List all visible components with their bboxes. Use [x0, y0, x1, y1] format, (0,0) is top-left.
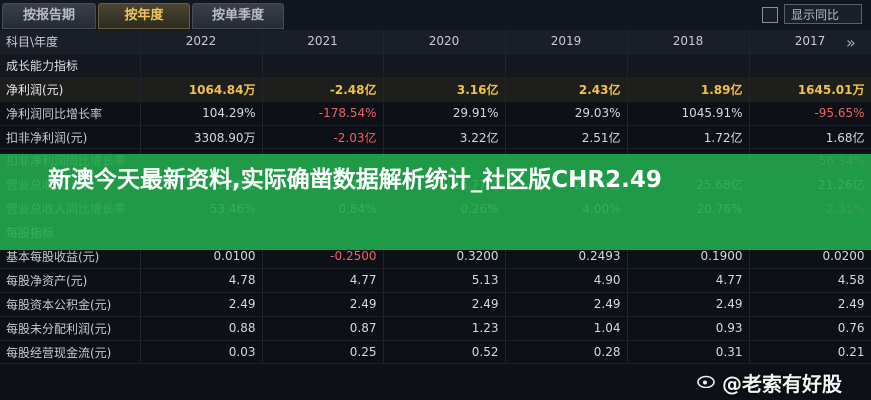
row-label: 每股净资产(元)	[0, 268, 141, 293]
weibo-icon	[697, 375, 715, 388]
table-cell: 29.91%	[383, 101, 506, 126]
table-cell: 0.25	[262, 340, 384, 365]
row-label: 每股资本公积金(元)	[0, 292, 141, 317]
table-cell	[505, 53, 628, 78]
table-row: 每股经营现金流(元) 0.03 0.25 0.52 0.28 0.31 0.21	[0, 340, 871, 365]
table-cell: 3.16亿	[383, 77, 506, 102]
table-cell: 3308.90万	[140, 125, 263, 150]
row-label: 扣非净利润(元)	[0, 125, 141, 150]
table-cell: 1.89亿	[627, 77, 750, 102]
show-yoy-checkbox[interactable]	[762, 7, 778, 23]
header-year: 2018	[627, 30, 750, 54]
table-cell: 2.49	[749, 292, 871, 317]
table-cell	[383, 53, 506, 78]
table-cell: 0.28	[505, 340, 628, 365]
table-cell: 2.51亿	[505, 125, 628, 150]
header-year: 2022	[140, 30, 263, 54]
table-row: 每股资本公积金(元) 2.49 2.49 2.49 2.49 2.49 2.49	[0, 292, 871, 317]
table-cell: 1.68亿	[749, 125, 871, 150]
row-label: 净利润(元)	[0, 77, 141, 102]
tab-by-quarter[interactable]: 按单季度	[192, 3, 284, 29]
table-cell: 29.03%	[505, 101, 628, 126]
table-cell: 0.31	[627, 340, 750, 365]
table-cell: 2.49	[262, 292, 384, 317]
row-label: 净利润同比增长率	[0, 101, 141, 126]
table-cell: 4.77	[627, 268, 750, 293]
table-cell: 0.21	[749, 340, 871, 365]
table-cell: 0.87	[262, 316, 384, 341]
banner-title: 新澳今天最新资料,实际确凿数据解析统计_社区版CHR2.49	[48, 167, 662, 193]
table-cell: 5.13	[383, 268, 506, 293]
table-cell: 4.90	[505, 268, 628, 293]
table-cell: 4.58	[749, 268, 871, 293]
table-cell: 2.49	[140, 292, 263, 317]
table-cell: 2.49	[627, 292, 750, 317]
table-row: 每股未分配利润(元) 0.88 0.87 1.23 1.04 0.93 0.76	[0, 316, 871, 341]
tab-by-year[interactable]: 按年度	[98, 3, 190, 29]
row-label: 成长能力指标	[0, 53, 141, 78]
table-header: 科目\年度 2022 2021 2020 2019 2018 2017	[0, 30, 871, 54]
header-label: 科目\年度	[0, 30, 141, 54]
show-yoy-label[interactable]: 显示同比	[784, 4, 862, 24]
header-year: 2021	[262, 30, 384, 54]
watermark: @老索有好股	[722, 372, 842, 396]
table-cell: 1064.84万	[140, 77, 263, 102]
table-row: 每股净资产(元) 4.78 4.77 5.13 4.90 4.77 4.58	[0, 268, 871, 293]
table-cell: 1.04	[505, 316, 628, 341]
chevron-right-icon[interactable]: »	[846, 33, 856, 52]
table-cell	[262, 53, 384, 78]
header-year: 2019	[505, 30, 628, 54]
table-cell: 0.52	[383, 340, 506, 365]
table-cell: 4.78	[140, 268, 263, 293]
table-cell: 0.03	[140, 340, 263, 365]
table-cell: 0.76	[749, 316, 871, 341]
header-year: 2020	[383, 30, 506, 54]
table-cell: 4.77	[262, 268, 384, 293]
table-cell	[749, 53, 871, 78]
row-label: 每股未分配利润(元)	[0, 316, 141, 341]
table-cell: 0.88	[140, 316, 263, 341]
table-cell: 2.49	[505, 292, 628, 317]
table-cell: 2.43亿	[505, 77, 628, 102]
table-cell: 1645.01万	[749, 77, 871, 102]
table-row: 净利润同比增长率 104.29% -178.54% 29.91% 29.03% 1045.…	[0, 101, 871, 126]
tab-bar: 按报告期 按年度 按单季度 显示同比	[0, 0, 871, 30]
table-cell: -178.54%	[262, 101, 384, 126]
table-cell: 1.72亿	[627, 125, 750, 150]
table-cell: 104.29%	[140, 101, 263, 126]
table-cell: -95.65%	[749, 101, 871, 126]
table-cell	[140, 53, 263, 78]
table-cell: -2.48亿	[262, 77, 384, 102]
table-cell: 1045.91%	[627, 101, 750, 126]
table-row: 净利润(元) 1064.84万 -2.48亿 3.16亿 2.43亿 1.89亿 1645.…	[0, 77, 871, 102]
row-label: 每股经营现金流(元)	[0, 340, 141, 365]
table-cell: -2.03亿	[262, 125, 384, 150]
table-cell	[627, 53, 750, 78]
tab-by-report-period[interactable]: 按报告期	[2, 3, 96, 29]
table-row: 扣非净利润(元) 3308.90万 -2.03亿 3.22亿 2.51亿 1.72亿 1.6…	[0, 125, 871, 150]
header-year: 2017	[749, 30, 871, 54]
table-cell: 2.49	[383, 292, 506, 317]
overlay-banner	[0, 154, 871, 250]
table-cell: 3.22亿	[383, 125, 506, 150]
section-row: 成长能力指标	[0, 53, 871, 78]
table-cell: 0.93	[627, 316, 750, 341]
table-cell: 1.23	[383, 316, 506, 341]
